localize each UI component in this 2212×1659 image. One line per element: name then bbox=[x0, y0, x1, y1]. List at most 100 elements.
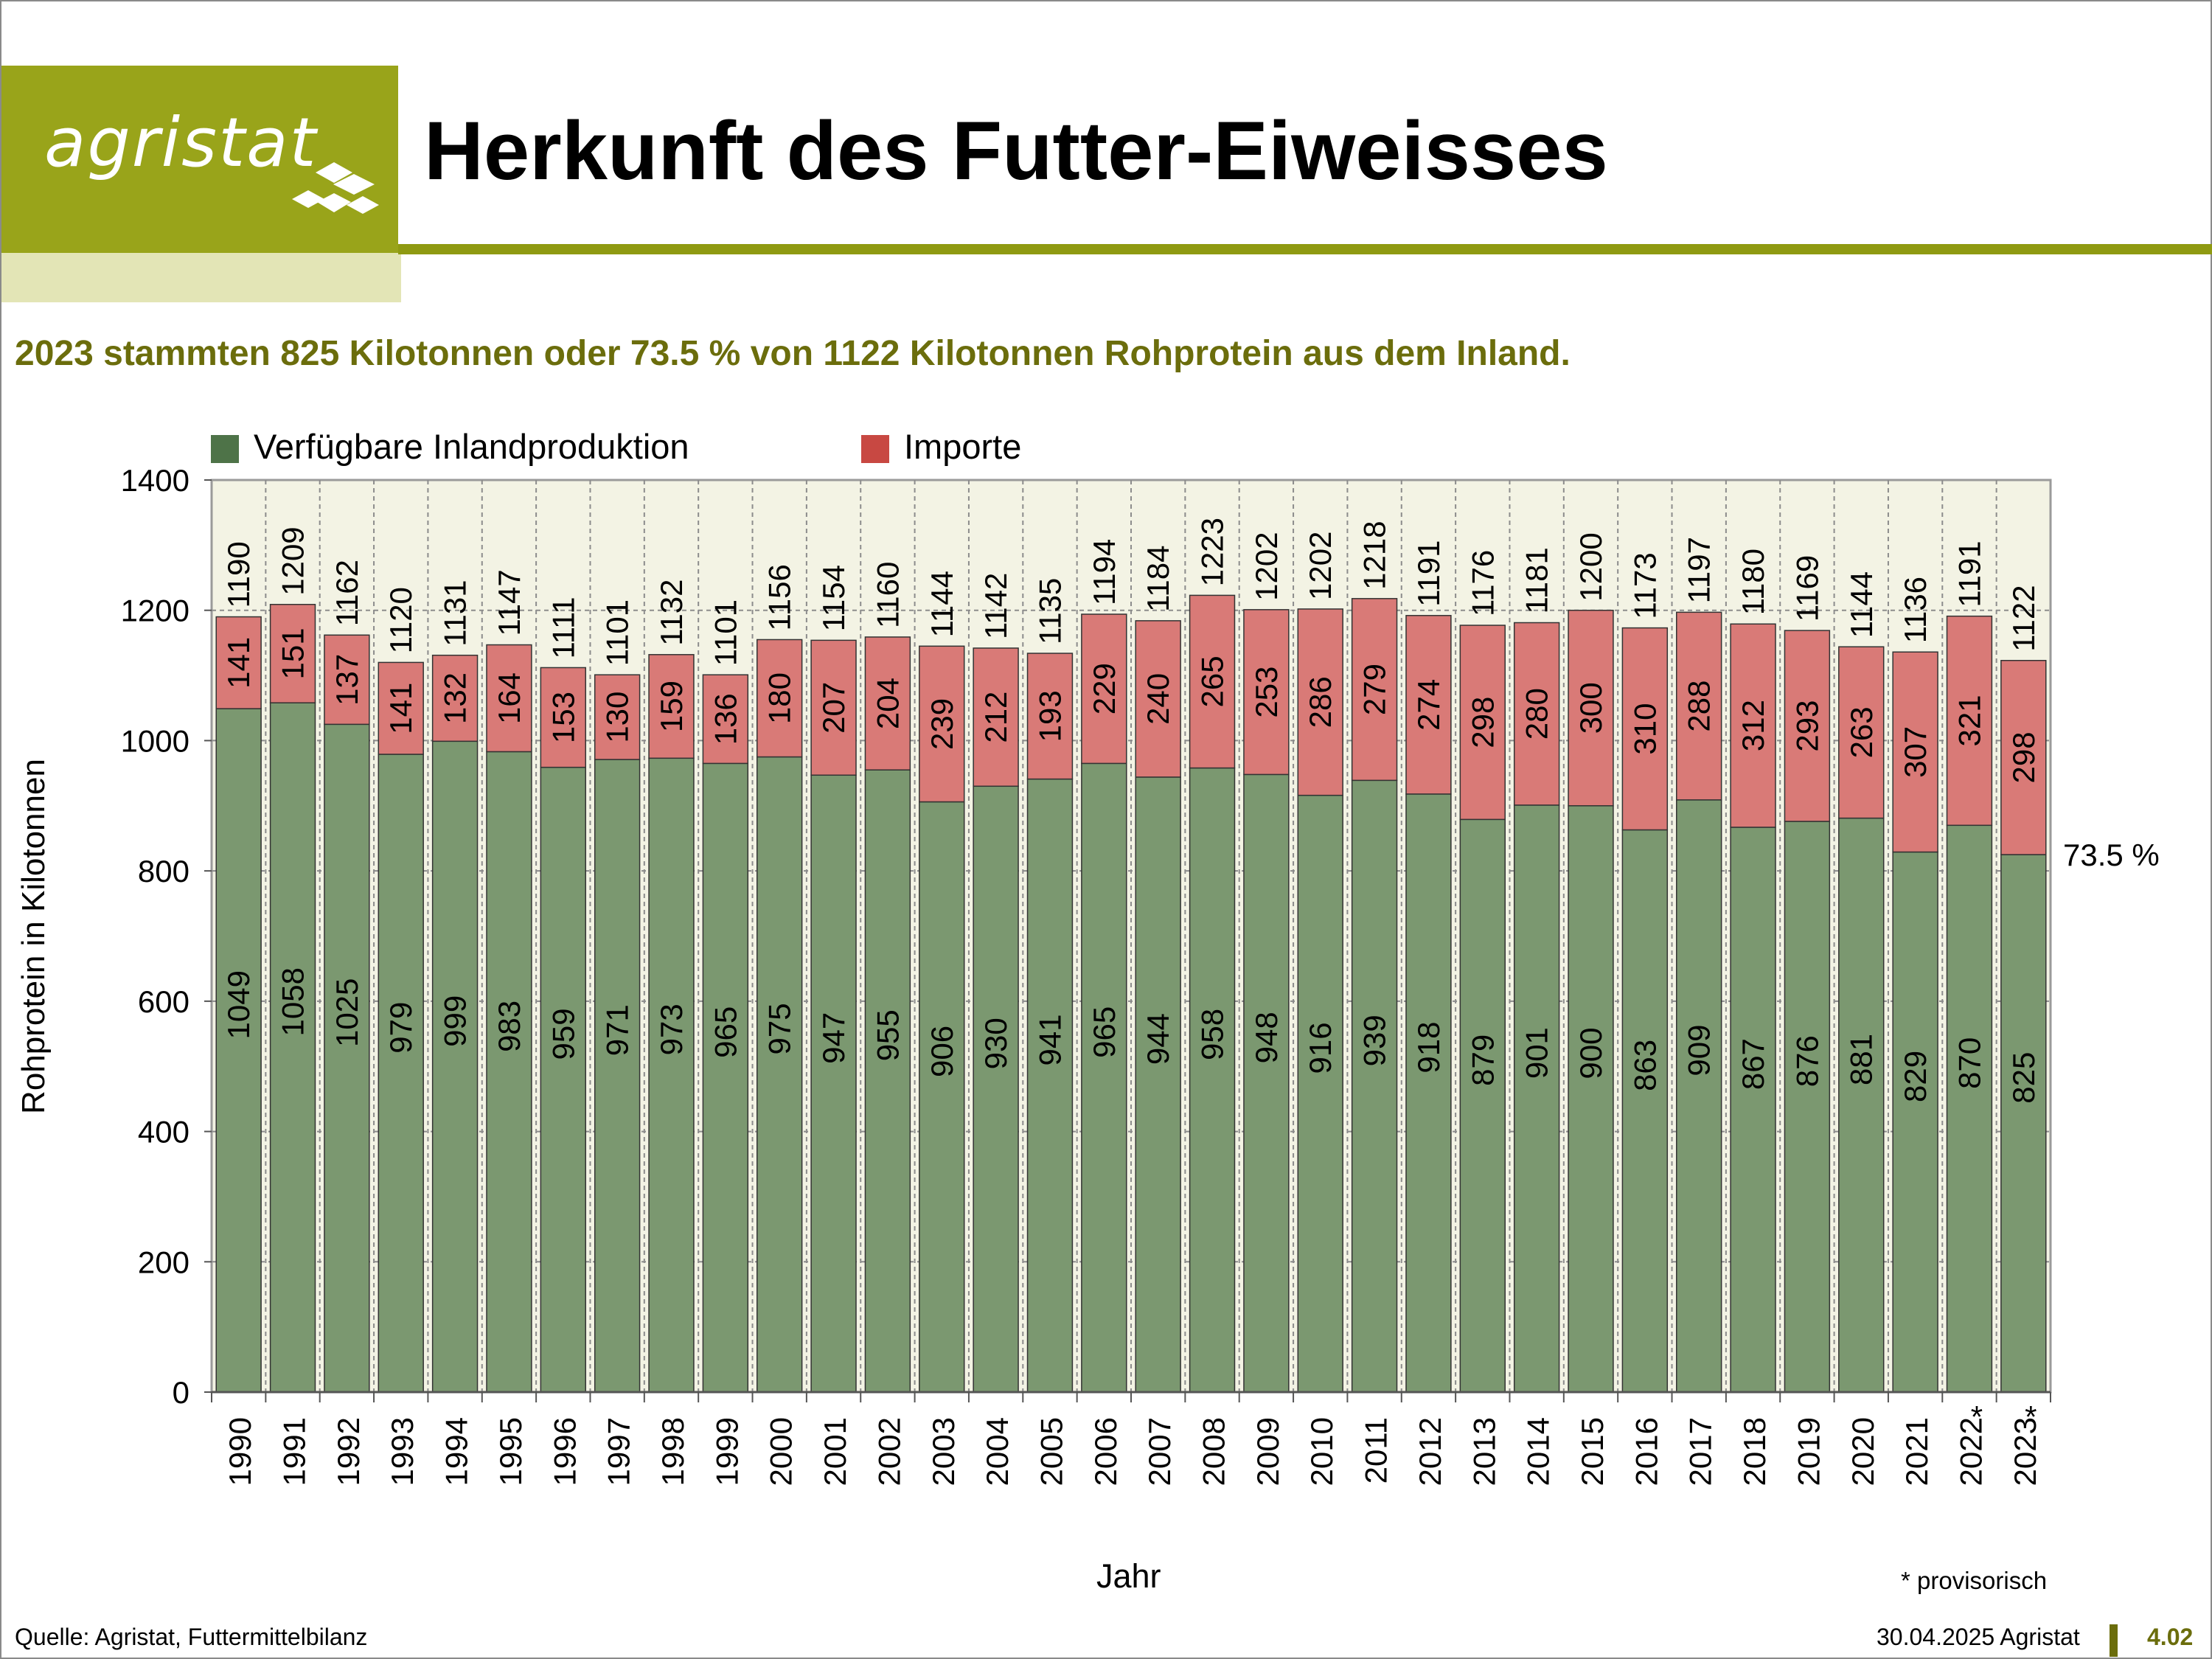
data-label-inland: 901 bbox=[1520, 1027, 1554, 1079]
data-label-inland: 939 bbox=[1357, 1015, 1392, 1066]
bar-imports bbox=[1405, 615, 1452, 795]
bar-imports bbox=[1838, 646, 1885, 819]
bar-inland bbox=[1243, 773, 1290, 1393]
x-tick-label: 2002 bbox=[872, 1417, 906, 1486]
agristat-logo bbox=[1, 66, 398, 253]
data-label-total: 1176 bbox=[1465, 550, 1500, 616]
data-label-inland: 965 bbox=[1087, 1006, 1121, 1058]
header-rule bbox=[398, 244, 2212, 254]
bar-imports bbox=[1297, 608, 1343, 796]
y-axis-title-text: Rohprotein in Kilotonnen bbox=[15, 759, 52, 1114]
data-label-inland: 870 bbox=[1952, 1037, 1986, 1089]
data-label-imports: 280 bbox=[1520, 688, 1554, 740]
x-tick-label: 2018 bbox=[1737, 1417, 1772, 1486]
diamond-logo-icon bbox=[292, 162, 379, 214]
data-label-imports: 240 bbox=[1141, 673, 1175, 725]
data-label-inland: 965 bbox=[708, 1006, 742, 1058]
x-tick-label: 1991 bbox=[277, 1417, 312, 1486]
x-tick-label: 2009 bbox=[1251, 1417, 1285, 1486]
x-tick-label: 2019 bbox=[1791, 1417, 1826, 1486]
bar-imports bbox=[864, 636, 911, 771]
data-label-imports: 212 bbox=[978, 692, 1013, 743]
data-label-total: 1180 bbox=[1736, 549, 1770, 615]
bar-inland bbox=[1946, 824, 1993, 1393]
data-label-total: 1190 bbox=[221, 541, 256, 608]
x-tick-label: 1993 bbox=[385, 1417, 420, 1486]
x-tick-label: 2007 bbox=[1142, 1417, 1177, 1486]
x-tick-label: 2013 bbox=[1467, 1417, 1501, 1486]
data-label-imports: 279 bbox=[1357, 664, 1392, 715]
data-label-inland: 958 bbox=[1195, 1009, 1230, 1060]
y-tick-label: 600 bbox=[138, 984, 189, 1019]
data-label-inland: 876 bbox=[1790, 1035, 1824, 1087]
data-label-imports: 286 bbox=[1303, 676, 1338, 728]
bar-imports bbox=[1459, 625, 1506, 821]
data-label-total: 1191 bbox=[1411, 540, 1446, 606]
bar-imports bbox=[810, 639, 857, 776]
data-label-imports: 141 bbox=[221, 637, 256, 689]
data-label-imports: 229 bbox=[1087, 663, 1121, 714]
data-label-total: 1132 bbox=[654, 579, 689, 645]
data-label-imports: 164 bbox=[492, 672, 526, 724]
bar-inland bbox=[810, 774, 857, 1393]
x-tick-label: 2014 bbox=[1521, 1417, 1556, 1486]
data-label-total: 1202 bbox=[1249, 532, 1284, 600]
data-label-imports: 265 bbox=[1195, 655, 1230, 707]
data-label-imports: 239 bbox=[925, 698, 959, 750]
source-text: Quelle: Agristat, Futtermittelbilanz bbox=[15, 1624, 368, 1650]
y-tick-label: 1200 bbox=[121, 594, 189, 628]
x-tick-label: 2011 bbox=[1359, 1417, 1394, 1484]
data-label-total: 1181 bbox=[1520, 547, 1554, 613]
data-label-inland: 971 bbox=[600, 1004, 635, 1056]
data-label-inland: 979 bbox=[383, 1002, 418, 1054]
bar-inland bbox=[2000, 854, 2047, 1393]
data-label-imports: 300 bbox=[1573, 682, 1608, 734]
data-label-imports: 263 bbox=[1844, 706, 1879, 758]
data-label-imports: 253 bbox=[1249, 667, 1284, 718]
legend-label-imports: Importe bbox=[904, 427, 1022, 466]
data-label-inland: 948 bbox=[1249, 1012, 1284, 1063]
x-tick-label: 2003 bbox=[926, 1417, 961, 1486]
bar-inland bbox=[1621, 829, 1669, 1393]
bar-inland bbox=[1730, 827, 1776, 1393]
data-label-imports: 137 bbox=[330, 654, 364, 706]
data-label-total: 1154 bbox=[816, 565, 851, 631]
bar-imports bbox=[702, 674, 749, 765]
data-label-imports: 312 bbox=[1736, 700, 1770, 751]
bar-imports bbox=[1784, 630, 1831, 822]
data-label-inland: 941 bbox=[1032, 1014, 1067, 1065]
data-label-imports: 130 bbox=[600, 692, 635, 743]
bar-imports bbox=[486, 644, 532, 753]
x-axis-title: Jahr bbox=[1096, 1557, 1161, 1595]
data-label-inland: 906 bbox=[925, 1026, 959, 1077]
data-label-total: 1218 bbox=[1357, 521, 1392, 589]
bar-imports bbox=[1676, 611, 1722, 801]
x-tick-label: 1990 bbox=[223, 1417, 257, 1486]
bar-imports bbox=[431, 654, 479, 742]
data-label-total: 1200 bbox=[1573, 532, 1608, 601]
chart-subtitle: 2023 stammten 825 Kilotonnen oder 73.5 %… bbox=[15, 334, 1571, 373]
data-label-total: 1135 bbox=[1032, 578, 1067, 644]
date-text: 30.04.2025 Agristat bbox=[1877, 1624, 2080, 1650]
x-tick-label: 1996 bbox=[547, 1417, 582, 1486]
bar-imports bbox=[1081, 613, 1127, 765]
bar-inland bbox=[1135, 776, 1181, 1393]
data-label-inland: 1049 bbox=[221, 970, 256, 1039]
data-label-inland: 930 bbox=[978, 1018, 1013, 1069]
y-tick-label: 1000 bbox=[121, 723, 189, 758]
x-tick-label: 2012 bbox=[1413, 1417, 1447, 1486]
bar-inland bbox=[324, 723, 370, 1393]
x-tick-label: 2017 bbox=[1683, 1417, 1718, 1486]
data-label-total: 1101 bbox=[708, 599, 742, 666]
bar-imports bbox=[973, 647, 1019, 787]
data-label-total: 1184 bbox=[1141, 546, 1175, 612]
x-tick-label: 1997 bbox=[602, 1417, 636, 1486]
data-label-total: 1136 bbox=[1898, 577, 1933, 643]
data-label-total: 1131 bbox=[438, 580, 473, 646]
data-label-imports: 207 bbox=[816, 682, 851, 734]
logo-text: agristat bbox=[44, 103, 318, 182]
data-label-total: 1120 bbox=[383, 587, 418, 653]
data-label-imports: 141 bbox=[383, 683, 418, 734]
data-label-total: 1173 bbox=[1627, 552, 1662, 619]
